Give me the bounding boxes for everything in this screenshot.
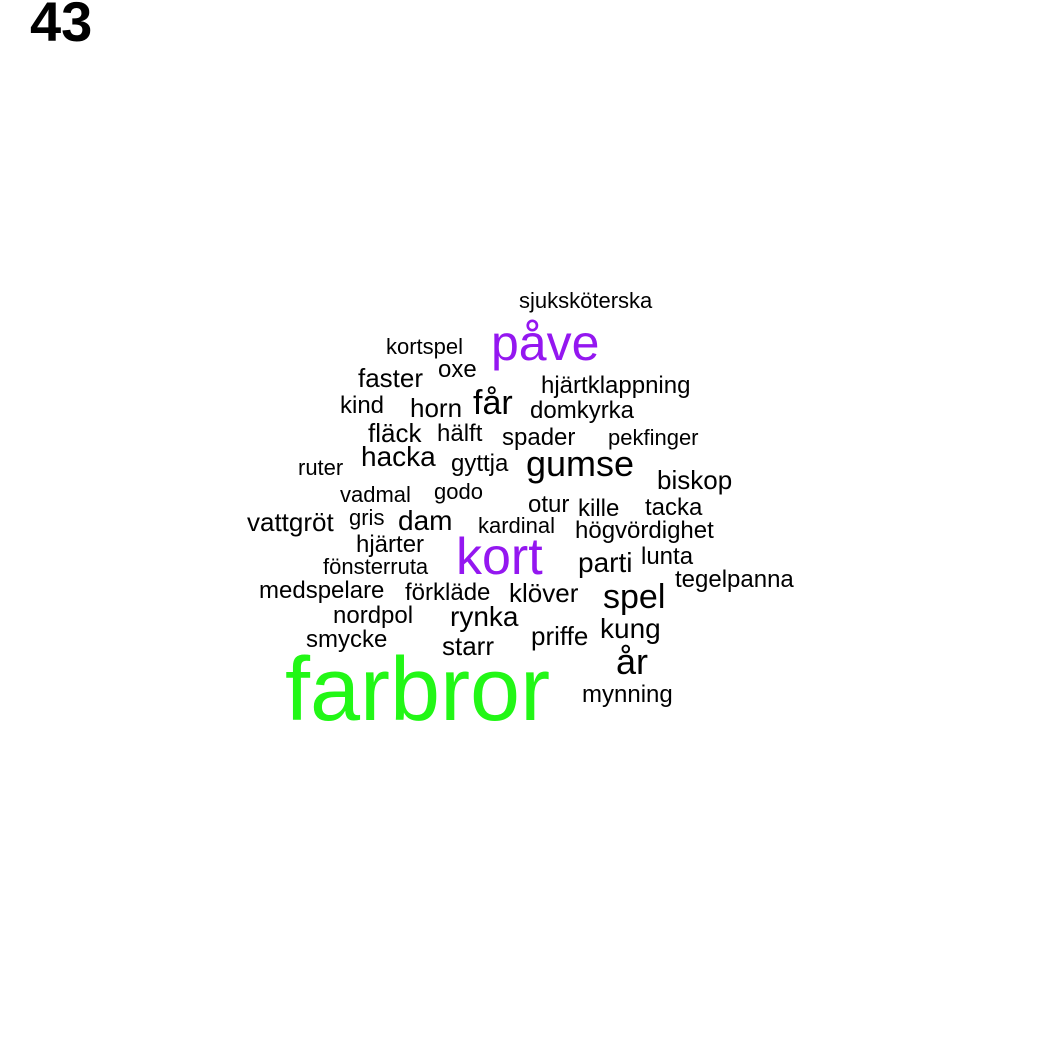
cloud-word: otur: [528, 491, 570, 518]
cloud-word: rynka: [450, 601, 519, 632]
cloud-word: gris: [349, 505, 385, 530]
cloud-word: domkyrka: [530, 397, 635, 424]
cloud-word: vattgröt: [247, 507, 334, 537]
cloud-word: hjärtklappning: [541, 372, 691, 399]
cloud-word: tegelpanna: [675, 566, 794, 593]
cloud-word: högvördighet: [575, 517, 714, 544]
cloud-word: farbror: [285, 640, 551, 740]
cloud-word: biskop: [657, 465, 733, 495]
cloud-word: pekfinger: [608, 425, 699, 450]
cloud-word: kind: [340, 392, 385, 419]
cloud-word: tacka: [645, 494, 703, 521]
cloud-word: sjuksköterska: [519, 288, 653, 313]
cloud-word: nordpol: [333, 602, 414, 629]
cloud-word: oxe: [438, 356, 477, 383]
cloud-word: år: [616, 641, 649, 682]
cloud-word: godo: [434, 479, 483, 504]
cloud-word: gumse: [526, 443, 635, 484]
cloud-word: kung: [600, 613, 661, 644]
cloud-word: förkläde: [405, 579, 491, 606]
cloud-word: faster: [358, 363, 424, 393]
cloud-word: lunta: [641, 543, 694, 570]
cloud-word: mynning: [582, 681, 673, 708]
cloud-word: medspelare: [259, 577, 385, 604]
cloud-word: kardinal: [478, 513, 556, 538]
cloud-word: fönsterruta: [323, 554, 429, 579]
cloud-word: kortspel: [386, 334, 464, 359]
cloud-word: hjärter: [356, 531, 425, 558]
cloud-word: hälft: [437, 420, 483, 447]
cloud-word: horn: [410, 393, 463, 423]
cloud-word: klöver: [509, 578, 579, 608]
cloud-word: dam: [398, 505, 453, 536]
cloud-word: priffe: [531, 621, 589, 651]
cloud-word: påve: [491, 315, 600, 371]
number-label: 43: [30, 0, 93, 53]
cloud-word: starr: [442, 631, 494, 661]
cloud-word: spader: [502, 424, 576, 451]
cloud-word: spel: [603, 578, 666, 616]
cloud-word: vadmal: [340, 482, 411, 507]
cloud-word: kort: [456, 528, 543, 586]
cloud-word: ruter: [298, 455, 344, 480]
cloud-word: kille: [578, 495, 620, 522]
cloud-word: gyttja: [451, 450, 509, 477]
cloud-word: smycke: [306, 626, 388, 653]
cloud-word: hacka: [361, 441, 436, 472]
cloud-word: fläck: [368, 418, 422, 448]
cloud-word: får: [473, 384, 513, 422]
cloud-word: parti: [578, 547, 633, 578]
